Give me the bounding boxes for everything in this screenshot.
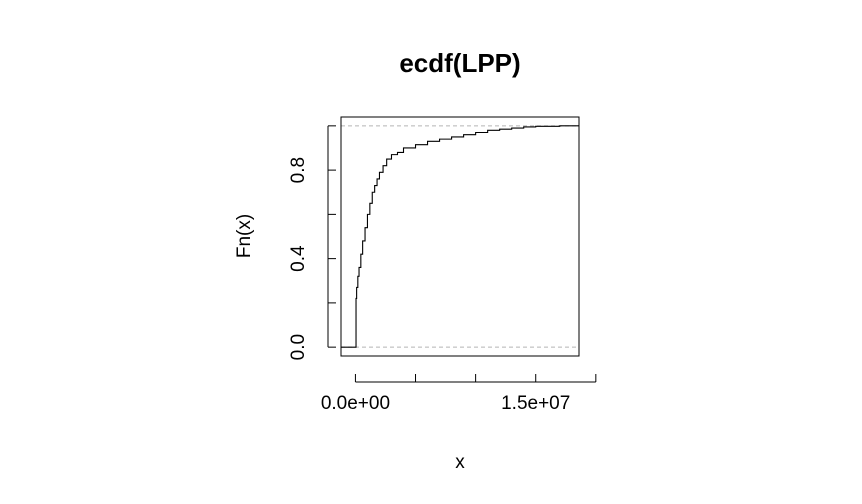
x-tick-label: 0.0e+00 [321, 393, 390, 414]
y-tick-label: 0.8 [288, 157, 309, 183]
x-axis: 0.0e+00 1.5e+07 [321, 374, 597, 414]
reference-lines [341, 125, 579, 348]
ecdf-series [341, 125, 579, 348]
x-axis-label: x [455, 452, 465, 473]
y-axis: 0.0 0.4 0.8 [288, 125, 336, 360]
y-tick-label: 0.4 [288, 245, 309, 272]
chart-title: ecdf(LPP) [399, 48, 520, 78]
y-axis-label: Fn(x) [234, 214, 255, 258]
ecdf-step-line [341, 125, 579, 348]
plot-area-frame [340, 116, 580, 357]
x-tick-label: 1.5e+07 [501, 393, 570, 414]
y-tick-label: 0.0 [288, 334, 309, 360]
